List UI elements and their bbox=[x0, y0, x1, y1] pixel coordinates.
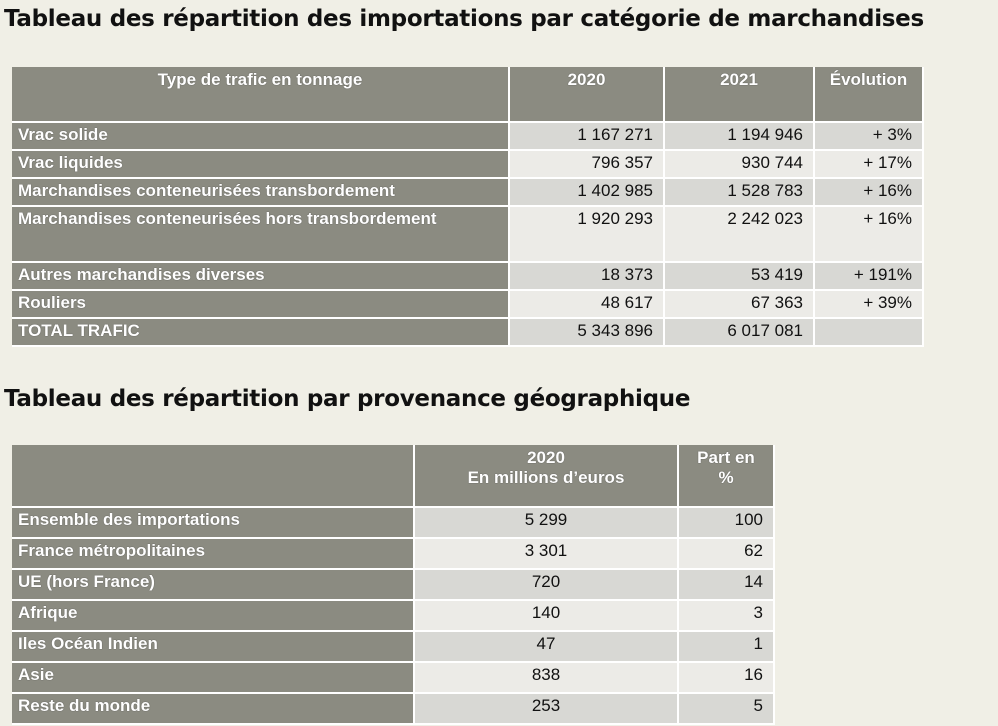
cell-value: 3 301 bbox=[415, 539, 679, 570]
cell-2021: 930 744 bbox=[665, 151, 815, 179]
cell-share: 62 bbox=[679, 539, 775, 570]
column-header-type: Type de trafic en tonnage bbox=[12, 67, 510, 123]
table-row: Rouliers 48 617 67 363 + 39% bbox=[12, 291, 924, 319]
row-label: Vrac liquides bbox=[12, 151, 510, 179]
header-unit: En millions d’euros bbox=[467, 468, 625, 487]
table-row: Asie 838 16 bbox=[12, 663, 775, 694]
cell-2021: 1 194 946 bbox=[665, 123, 815, 151]
column-header-2021: 2021 bbox=[665, 67, 815, 123]
cell-value: 253 bbox=[415, 694, 679, 725]
cell-value: 140 bbox=[415, 601, 679, 632]
row-label: Asie bbox=[12, 663, 415, 694]
cell-2020: 1 402 985 bbox=[510, 179, 665, 207]
cell-share: 3 bbox=[679, 601, 775, 632]
cell-value: 5 299 bbox=[415, 508, 679, 539]
row-label: Iles Océan Indien bbox=[12, 632, 415, 663]
table-row: Reste du monde 253 5 bbox=[12, 694, 775, 725]
table-row: Iles Océan Indien 47 1 bbox=[12, 632, 775, 663]
cell-share: 14 bbox=[679, 570, 775, 601]
cell-evolution: + 191% bbox=[815, 263, 924, 291]
cell-evolution: + 17% bbox=[815, 151, 924, 179]
column-header-evolution: Évolution bbox=[815, 67, 924, 123]
cell-2021: 6 017 081 bbox=[665, 319, 815, 347]
table-row: Vrac solide 1 167 271 1 194 946 + 3% bbox=[12, 123, 924, 151]
cell-share: 100 bbox=[679, 508, 775, 539]
table-row-total: TOTAL TRAFIC 5 343 896 6 017 081 bbox=[12, 319, 924, 347]
cell-value: 720 bbox=[415, 570, 679, 601]
cell-evolution: + 16% bbox=[815, 207, 924, 263]
column-header-value: 2020 En millions d’euros bbox=[415, 445, 679, 508]
header-share-line2: % bbox=[718, 468, 734, 487]
cell-2021: 2 242 023 bbox=[665, 207, 815, 263]
table-row: Autres marchandises diverses 18 373 53 4… bbox=[12, 263, 924, 291]
row-label: Vrac solide bbox=[12, 123, 510, 151]
row-label: UE (hors France) bbox=[12, 570, 415, 601]
row-label: Ensemble des importations bbox=[12, 508, 415, 539]
row-label: France métropolitaines bbox=[12, 539, 415, 570]
row-label: Autres marchandises diverses bbox=[12, 263, 510, 291]
cell-share: 1 bbox=[679, 632, 775, 663]
header-year: 2020 bbox=[527, 448, 565, 467]
cell-2021: 1 528 783 bbox=[665, 179, 815, 207]
row-label: Marchandises conteneurisées transbordeme… bbox=[12, 179, 510, 207]
cell-evolution bbox=[815, 319, 924, 347]
row-label: Rouliers bbox=[12, 291, 510, 319]
cell-2020: 18 373 bbox=[510, 263, 665, 291]
row-label: TOTAL TRAFIC bbox=[12, 319, 510, 347]
cell-2020: 796 357 bbox=[510, 151, 665, 179]
header-share-line1: Part en bbox=[697, 448, 755, 467]
table-row: UE (hors France) 720 14 bbox=[12, 570, 775, 601]
imports-table-title: Tableau des répartition des importations… bbox=[4, 6, 924, 32]
table-row: Ensemble des importations 5 299 100 bbox=[12, 508, 775, 539]
cell-value: 47 bbox=[415, 632, 679, 663]
table-row: Afrique 140 3 bbox=[12, 601, 775, 632]
cell-value: 838 bbox=[415, 663, 679, 694]
provenance-table-title: Tableau des répartition par provenance g… bbox=[4, 386, 691, 412]
row-label: Marchandises conteneurisées hors transbo… bbox=[12, 207, 510, 263]
row-label: Afrique bbox=[12, 601, 415, 632]
row-label: Reste du monde bbox=[12, 694, 415, 725]
cell-2021: 67 363 bbox=[665, 291, 815, 319]
provenance-table: 2020 En millions d’euros Part en % Ensem… bbox=[12, 445, 775, 725]
table-row: France métropolitaines 3 301 62 bbox=[12, 539, 775, 570]
cell-2020: 48 617 bbox=[510, 291, 665, 319]
cell-share: 16 bbox=[679, 663, 775, 694]
column-header-share: Part en % bbox=[679, 445, 775, 508]
cell-evolution: + 3% bbox=[815, 123, 924, 151]
cell-2020: 5 343 896 bbox=[510, 319, 665, 347]
column-header-empty bbox=[12, 445, 415, 508]
cell-evolution: + 16% bbox=[815, 179, 924, 207]
cell-2021: 53 419 bbox=[665, 263, 815, 291]
column-header-2020: 2020 bbox=[510, 67, 665, 123]
table-header-row: Type de trafic en tonnage 2020 2021 Évol… bbox=[12, 67, 924, 123]
table-row: Vrac liquides 796 357 930 744 + 17% bbox=[12, 151, 924, 179]
cell-2020: 1 920 293 bbox=[510, 207, 665, 263]
imports-by-category-table: Type de trafic en tonnage 2020 2021 Évol… bbox=[12, 67, 924, 347]
cell-share: 5 bbox=[679, 694, 775, 725]
table-row: Marchandises conteneurisées hors transbo… bbox=[12, 207, 924, 263]
table-row: Marchandises conteneurisées transbordeme… bbox=[12, 179, 924, 207]
cell-2020: 1 167 271 bbox=[510, 123, 665, 151]
cell-evolution: + 39% bbox=[815, 291, 924, 319]
table-header-row: 2020 En millions d’euros Part en % bbox=[12, 445, 775, 508]
